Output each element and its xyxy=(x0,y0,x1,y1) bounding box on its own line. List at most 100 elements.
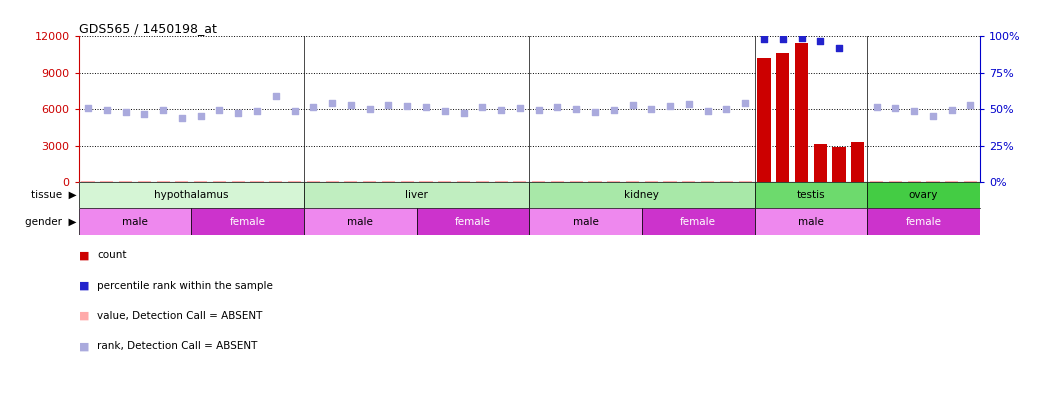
Bar xyxy=(400,181,414,182)
Text: male: male xyxy=(347,217,373,227)
Bar xyxy=(101,181,113,182)
Bar xyxy=(720,181,733,182)
Point xyxy=(192,113,209,119)
Bar xyxy=(457,181,471,182)
Point xyxy=(324,99,341,106)
Bar xyxy=(868,209,980,235)
Bar xyxy=(889,181,902,182)
Point xyxy=(587,109,604,115)
Bar xyxy=(175,181,189,182)
Bar xyxy=(682,181,696,182)
Point xyxy=(267,93,284,100)
Bar xyxy=(119,181,132,182)
Bar xyxy=(641,209,755,235)
Bar xyxy=(288,181,301,182)
Text: count: count xyxy=(97,250,127,260)
Point xyxy=(343,102,359,108)
Bar xyxy=(645,181,658,182)
Text: testis: testis xyxy=(796,190,825,200)
Point xyxy=(493,107,509,113)
Point xyxy=(680,100,697,107)
Bar xyxy=(964,181,977,182)
Point xyxy=(568,105,585,112)
Bar xyxy=(326,181,339,182)
Bar xyxy=(755,209,868,235)
Bar xyxy=(304,209,417,235)
Bar xyxy=(832,147,846,182)
Text: male: male xyxy=(122,217,148,227)
Point xyxy=(868,104,885,110)
Text: male: male xyxy=(798,217,824,227)
Point xyxy=(606,107,623,113)
Bar xyxy=(514,181,526,182)
Bar xyxy=(137,181,151,182)
Bar xyxy=(739,181,751,182)
Point xyxy=(887,105,903,111)
Bar xyxy=(588,181,602,182)
Bar xyxy=(777,53,789,182)
Bar xyxy=(926,181,939,182)
Bar xyxy=(758,58,770,182)
Text: hypothalamus: hypothalamus xyxy=(154,190,228,200)
Text: female: female xyxy=(905,217,941,227)
Point xyxy=(80,105,96,111)
Bar xyxy=(250,181,263,182)
Point xyxy=(774,36,791,43)
Point xyxy=(962,102,979,108)
Point xyxy=(549,104,566,110)
Bar xyxy=(551,181,564,182)
Point xyxy=(417,104,434,110)
Point xyxy=(642,105,659,112)
Bar xyxy=(945,181,958,182)
Point xyxy=(737,100,754,107)
Bar xyxy=(79,209,191,235)
Text: kidney: kidney xyxy=(625,190,659,200)
Text: liver: liver xyxy=(406,190,428,200)
Bar xyxy=(851,142,865,182)
Point xyxy=(117,109,134,115)
Point xyxy=(211,107,227,114)
Bar xyxy=(419,181,433,182)
Point xyxy=(924,113,941,119)
Point xyxy=(661,102,678,109)
Point xyxy=(286,108,303,114)
Bar xyxy=(607,181,620,182)
Text: percentile rank within the sample: percentile rank within the sample xyxy=(97,281,274,290)
Point xyxy=(812,38,829,44)
Point xyxy=(831,45,848,51)
Bar xyxy=(870,181,883,182)
Point xyxy=(718,105,735,112)
Bar xyxy=(529,209,641,235)
Bar xyxy=(232,181,245,182)
Bar xyxy=(532,181,545,182)
Point xyxy=(436,108,453,114)
Point xyxy=(793,35,810,41)
Bar xyxy=(663,181,677,182)
Point xyxy=(530,107,547,114)
Bar xyxy=(269,181,282,182)
Point xyxy=(511,105,528,111)
Bar xyxy=(438,181,452,182)
Text: ■: ■ xyxy=(79,250,89,260)
Bar xyxy=(795,43,808,182)
Bar xyxy=(755,182,868,209)
Text: female: female xyxy=(680,217,716,227)
Point xyxy=(230,110,246,116)
Bar xyxy=(417,209,529,235)
Point xyxy=(362,105,378,112)
Point xyxy=(943,107,960,114)
Bar xyxy=(363,181,376,182)
Text: ovary: ovary xyxy=(909,190,938,200)
Point xyxy=(248,108,265,114)
Point xyxy=(399,102,416,109)
Point xyxy=(155,107,172,113)
Point xyxy=(699,108,716,114)
Text: male: male xyxy=(572,217,598,227)
Bar xyxy=(194,181,208,182)
Text: ■: ■ xyxy=(79,281,89,290)
Bar xyxy=(213,181,226,182)
Point xyxy=(905,108,922,114)
Text: tissue  ▶: tissue ▶ xyxy=(30,190,77,200)
Text: gender  ▶: gender ▶ xyxy=(25,217,77,227)
Point xyxy=(756,36,772,43)
